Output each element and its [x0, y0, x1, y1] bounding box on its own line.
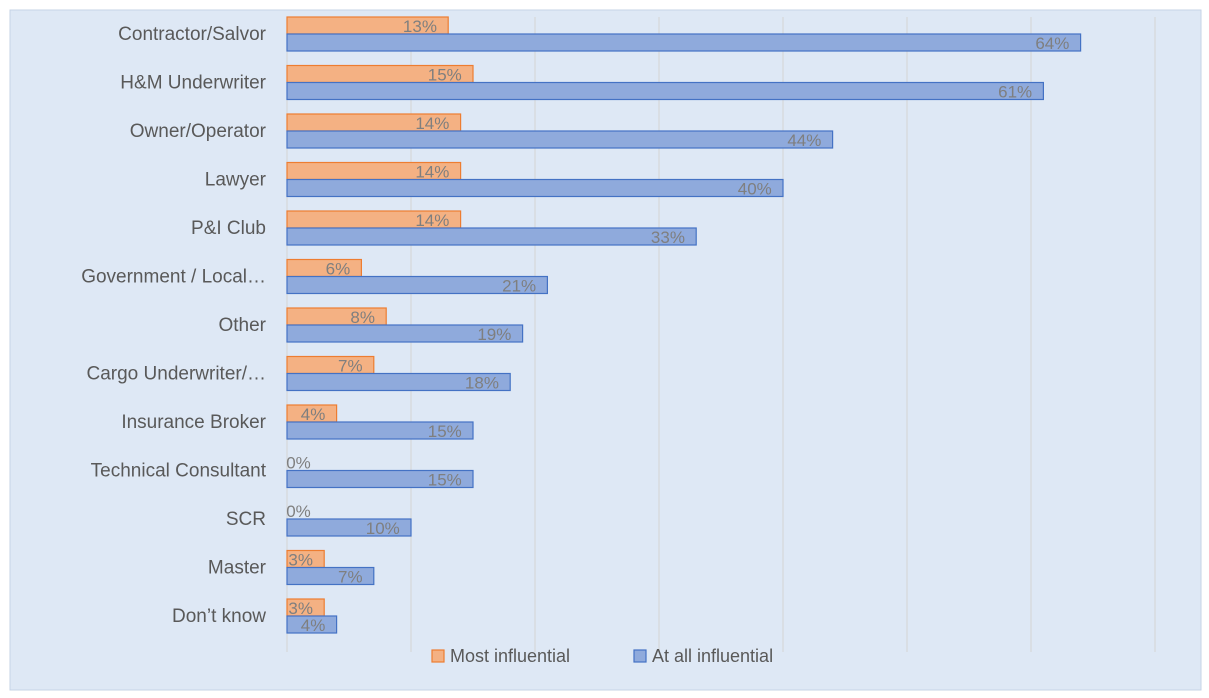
bar-at-all-influential	[286, 469, 474, 489]
category-label: Technical Consultant	[91, 461, 267, 482]
bar-at-all-influential	[286, 81, 1045, 101]
bar-at-all-influential	[286, 324, 524, 343]
category-label: Government / Local…	[81, 267, 266, 288]
category-label: Other	[218, 315, 266, 336]
category-label: Cargo Underwriter/…	[87, 364, 267, 385]
bar-at-all-influential	[286, 130, 834, 149]
data-label: 7%	[338, 568, 363, 587]
data-label: 18%	[465, 374, 499, 393]
legend-swatch-most-influential	[431, 649, 445, 663]
bar-at-all-influential	[286, 33, 1082, 52]
chart-background	[9, 9, 1202, 691]
data-label: 44%	[787, 131, 821, 150]
category-label: Don’t know	[172, 606, 266, 627]
category-label: Insurance Broker	[121, 412, 266, 433]
data-label: 15%	[428, 422, 462, 441]
category-label: H&M Underwriter	[120, 73, 266, 94]
data-label: 10%	[366, 519, 400, 538]
category-label: Lawyer	[205, 170, 267, 191]
bars	[286, 16, 1082, 634]
data-label: 14%	[415, 163, 449, 182]
data-label: 6%	[326, 260, 351, 279]
data-label: 8%	[350, 308, 375, 327]
bar-most-influential	[286, 258, 363, 278]
bar-at-all-influential	[286, 372, 511, 392]
data-label: 13%	[403, 17, 437, 36]
bar-at-all-influential	[286, 227, 697, 246]
category-labels: Contractor/Salvor H&M Underwriter Owner/Op…	[81, 24, 267, 627]
bar-at-all-influential	[286, 566, 375, 586]
legend-swatch-at-all-influential	[633, 649, 647, 663]
legend-label: Most influential	[450, 646, 570, 666]
data-label: 15%	[428, 66, 462, 85]
category-label: SCR	[226, 509, 266, 530]
bar-at-all-influential	[286, 178, 784, 198]
data-label: 7%	[338, 357, 363, 376]
data-label: 14%	[415, 211, 449, 230]
data-labels: 13% 64% 15% 61% 14% 44% 14% 40% 14% 33% 6% 21% 8% 19%…	[286, 17, 1069, 635]
legend: Most influential At all influential	[431, 646, 773, 666]
data-label: 64%	[1035, 34, 1069, 53]
data-label: 0%	[286, 454, 311, 473]
data-label: 21%	[502, 277, 536, 296]
data-label: 4%	[301, 405, 326, 424]
data-label: 3%	[288, 551, 313, 570]
data-label: 19%	[477, 325, 511, 344]
legend-label: At all influential	[652, 646, 773, 666]
data-label: 33%	[651, 228, 685, 247]
bar-at-all-influential	[286, 615, 338, 634]
bar-at-all-influential	[286, 518, 412, 537]
data-label: 0%	[286, 502, 311, 521]
category-label: P&I Club	[191, 218, 266, 239]
data-label: 61%	[998, 83, 1032, 102]
data-label: 3%	[288, 599, 313, 618]
category-label: Owner/Operator	[130, 121, 267, 142]
data-label: 40%	[738, 180, 772, 199]
category-label: Contractor/Salvor	[118, 24, 267, 45]
data-label: 14%	[415, 114, 449, 133]
data-label: 15%	[428, 471, 462, 490]
category-label: Master	[208, 558, 267, 579]
bar-at-all-influential	[286, 275, 548, 295]
bar-at-all-influential	[286, 421, 474, 440]
data-label: 4%	[301, 616, 326, 635]
